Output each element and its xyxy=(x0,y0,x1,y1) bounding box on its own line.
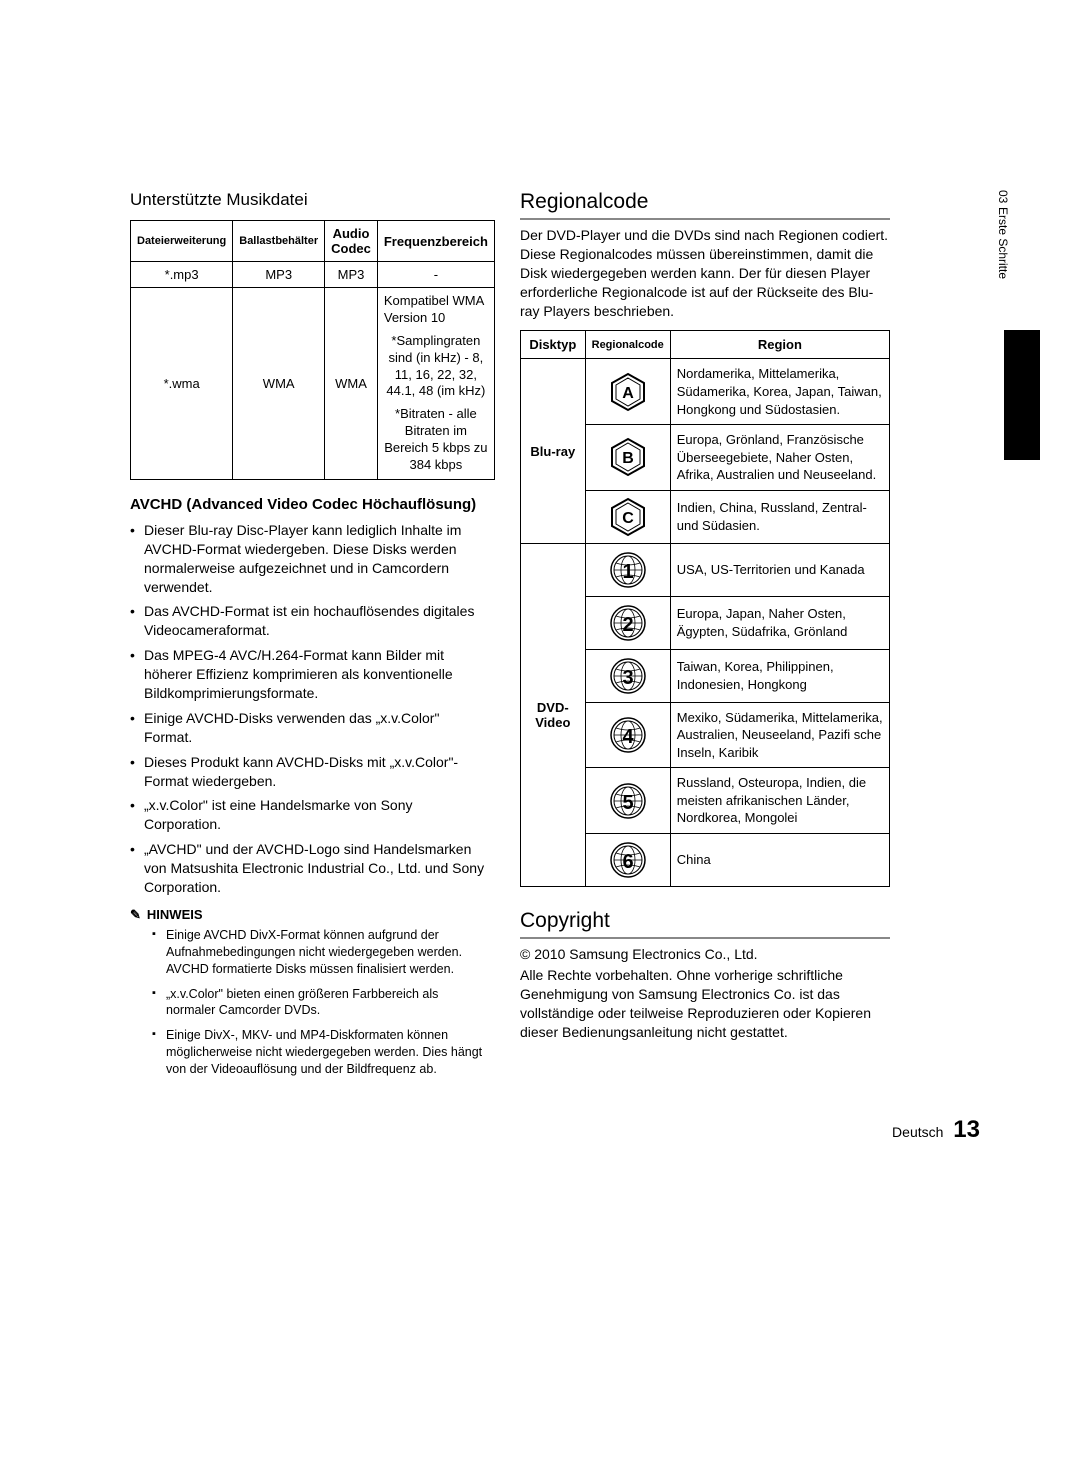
page: 03 Erste Schritte Unterstützte Musikdate… xyxy=(0,0,1080,1204)
music-table: Dateierweiterung Ballastbehälter Audio C… xyxy=(130,220,495,480)
copyright-text: Alle Rechte vorbehalten. Ohne vorherige … xyxy=(520,966,890,1042)
region-cell: Europa, Grönland, Französische Überseege… xyxy=(670,425,889,491)
regioncode-icon-cell: C xyxy=(585,490,670,543)
svg-text:2: 2 xyxy=(622,614,633,636)
avchd-bullets: Dieser Blu-ray Disc-Player kann lediglic… xyxy=(130,521,485,897)
footer-lang: Deutsch xyxy=(892,1124,943,1140)
music-cell: *.wma xyxy=(131,288,233,480)
region-table: Disktyp Regionalcode Region Blu-rayANord… xyxy=(520,330,890,887)
avchd-heading: AVCHD (Advanced Video Codec Höchauflösun… xyxy=(130,496,485,513)
hinweis-list: Einige AVCHD DivX-Format können aufgrund… xyxy=(130,927,485,1078)
right-column: Regionalcode Der DVD-Player und die DVDs… xyxy=(520,190,890,1086)
region-th-region: Region xyxy=(670,331,889,359)
region-row: Blu-rayANordamerika, Mittelamerika, Süda… xyxy=(521,359,890,425)
regioncode-icon-cell: 2 xyxy=(585,596,670,649)
side-tab: 03 Erste Schritte xyxy=(996,190,1020,279)
region-cell: USA, US-Territorien und Kanada xyxy=(670,543,889,596)
black-tab xyxy=(1004,330,1040,460)
region-cell: Russland, Osteuropa, Indien, die meisten… xyxy=(670,768,889,834)
regioncode-icon-cell: A xyxy=(585,359,670,425)
music-cell: MP3 xyxy=(233,262,325,288)
music-cell: - xyxy=(377,262,494,288)
bullet-item: Einige AVCHD-Disks verwenden das „x.v.Co… xyxy=(130,709,485,747)
bullet-item: Dieser Blu-ray Disc-Player kann lediglic… xyxy=(130,521,485,597)
music-th-freq: Frequenzbereich xyxy=(377,221,494,262)
svg-text:6: 6 xyxy=(622,851,633,873)
regioncode-icon-cell: 1 xyxy=(585,543,670,596)
region-th-code: Regionalcode xyxy=(585,331,670,359)
svg-text:5: 5 xyxy=(622,792,633,814)
music-cell: *.mp3 xyxy=(131,262,233,288)
footer: Deutsch 13 xyxy=(130,1116,990,1144)
svg-text:3: 3 xyxy=(622,667,633,689)
disktype-cell: Blu-ray xyxy=(521,359,586,543)
regioncode-icon-cell: 3 xyxy=(585,649,670,702)
region-cell: China xyxy=(670,834,889,887)
hinweis-label: HINWEIS xyxy=(147,907,203,922)
copyright-line: © 2010 Samsung Electronics Co., Ltd. xyxy=(520,945,890,964)
region-cell: Mexiko, Südamerika, Mittelamerika, Austr… xyxy=(670,702,889,768)
region-cell: Nordamerika, Mittelamerika, Südamerika, … xyxy=(670,359,889,425)
music-cell: WMA xyxy=(325,288,378,480)
region-cell: Indien, China, Russland, Zentral- und Sü… xyxy=(670,490,889,543)
music-th-codec: Audio Codec xyxy=(325,221,378,262)
music-cell: WMA xyxy=(233,288,325,480)
svg-text:1: 1 xyxy=(622,561,633,583)
music-cell-freq: Kompatibel WMA Version 10 *Samplingraten… xyxy=(377,288,494,480)
footer-page: 13 xyxy=(953,1116,980,1143)
music-th-cont: Ballastbehälter xyxy=(233,221,325,262)
note-item: „x.v.Color" bieten einen größeren Farbbe… xyxy=(152,986,485,1020)
left-column: Unterstützte Musikdatei Dateierweiterung… xyxy=(130,190,485,1086)
chapter-name: Erste Schritte xyxy=(996,207,1010,279)
freq-block: *Bitraten - alle Bitraten im Bereich 5 k… xyxy=(384,406,488,474)
music-heading: Unterstützte Musikdatei xyxy=(130,190,485,210)
music-row: *.wma WMA WMA Kompatibel WMA Version 10 … xyxy=(131,288,495,480)
music-th-ext: Dateierweiterung xyxy=(131,221,233,262)
freq-block: Kompatibel WMA Version 10 xyxy=(384,293,488,327)
regioncode-icon-cell: 5 xyxy=(585,768,670,834)
chapter-number: 03 xyxy=(996,190,1010,203)
region-th-disk: Disktyp xyxy=(521,331,586,359)
hinweis-heading: ✎ HINWEIS xyxy=(130,907,485,923)
region-row: DVD-Video1USA, US-Territorien und Kanada xyxy=(521,543,890,596)
region-cell: Europa, Japan, Naher Osten, Ägypten, Süd… xyxy=(670,596,889,649)
svg-text:A: A xyxy=(622,385,634,402)
note-item: Einige DivX-, MKV- und MP4-Diskformaten … xyxy=(152,1027,485,1078)
note-item: Einige AVCHD DivX-Format können aufgrund… xyxy=(152,927,485,978)
music-row: *.mp3 MP3 MP3 - xyxy=(131,262,495,288)
bullet-item: „x.v.Color" ist eine Handelsmarke von So… xyxy=(130,796,485,834)
note-icon: ✎ xyxy=(130,907,141,922)
freq-block: *Samplingraten sind (in kHz) - 8, 11, 16… xyxy=(384,333,488,401)
regioncode-icon-cell: 6 xyxy=(585,834,670,887)
bullet-item: „AVCHD" und der AVCHD-Logo sind Handelsm… xyxy=(130,840,485,897)
regional-heading: Regionalcode xyxy=(520,190,890,220)
regioncode-icon-cell: 4 xyxy=(585,702,670,768)
copyright-heading: Copyright xyxy=(520,909,890,939)
disktype-cell: DVD-Video xyxy=(521,543,586,886)
region-cell: Taiwan, Korea, Philippinen, Indonesien, … xyxy=(670,649,889,702)
svg-text:B: B xyxy=(622,450,634,467)
bullet-item: Dieses Produkt kann AVCHD-Disks mit „x.v… xyxy=(130,753,485,791)
columns: Unterstützte Musikdatei Dateierweiterung… xyxy=(130,190,990,1086)
bullet-item: Das AVCHD-Format ist ein hochauflösendes… xyxy=(130,602,485,640)
music-cell: MP3 xyxy=(325,262,378,288)
svg-text:4: 4 xyxy=(622,726,634,748)
svg-text:C: C xyxy=(622,510,634,527)
regioncode-icon-cell: B xyxy=(585,425,670,491)
regional-intro: Der DVD-Player und die DVDs sind nach Re… xyxy=(520,226,890,320)
bullet-item: Das MPEG-4 AVC/H.264-Format kann Bilder … xyxy=(130,646,485,703)
